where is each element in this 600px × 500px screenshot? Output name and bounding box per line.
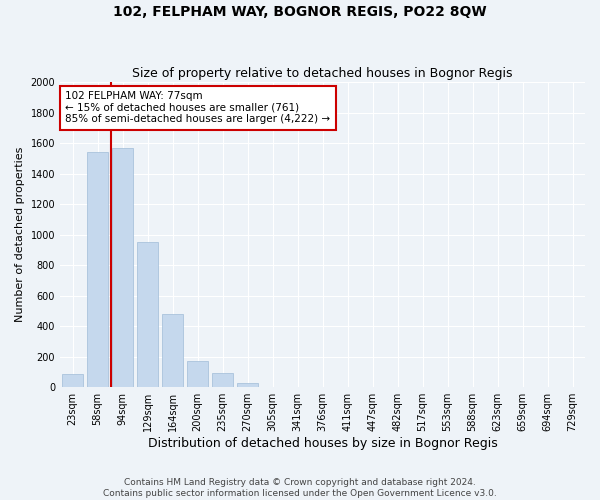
- Bar: [162, 314, 183, 387]
- Text: 102, FELPHAM WAY, BOGNOR REGIS, PO22 8QW: 102, FELPHAM WAY, BOGNOR REGIS, PO22 8QW: [113, 5, 487, 19]
- Bar: [137, 242, 158, 387]
- Text: Contains HM Land Registry data © Crown copyright and database right 2024.
Contai: Contains HM Land Registry data © Crown c…: [103, 478, 497, 498]
- Bar: [112, 148, 133, 387]
- Bar: [62, 374, 83, 387]
- Y-axis label: Number of detached properties: Number of detached properties: [15, 147, 25, 322]
- Title: Size of property relative to detached houses in Bognor Regis: Size of property relative to detached ho…: [132, 66, 513, 80]
- X-axis label: Distribution of detached houses by size in Bognor Regis: Distribution of detached houses by size …: [148, 437, 497, 450]
- Bar: [237, 382, 258, 387]
- Bar: [187, 360, 208, 387]
- Bar: [87, 152, 108, 387]
- Bar: [212, 372, 233, 387]
- Text: 102 FELPHAM WAY: 77sqm
← 15% of detached houses are smaller (761)
85% of semi-de: 102 FELPHAM WAY: 77sqm ← 15% of detached…: [65, 91, 331, 124]
